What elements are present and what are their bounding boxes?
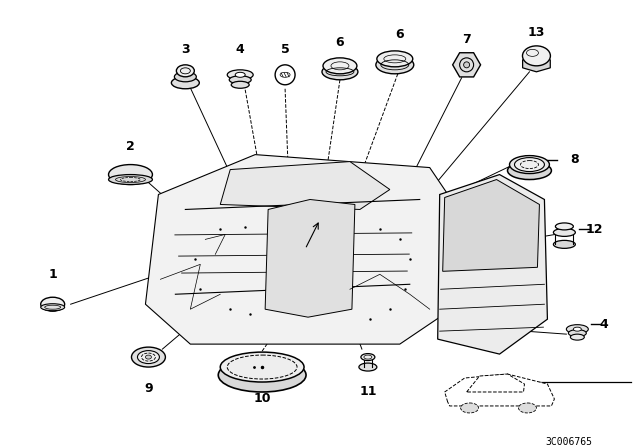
Ellipse shape — [41, 297, 65, 311]
Ellipse shape — [172, 77, 199, 89]
Text: 7: 7 — [462, 34, 471, 47]
Text: 4: 4 — [236, 43, 244, 56]
Ellipse shape — [236, 72, 245, 78]
Ellipse shape — [323, 58, 357, 74]
Polygon shape — [452, 53, 481, 77]
Text: 4: 4 — [600, 318, 609, 331]
Ellipse shape — [515, 158, 545, 172]
Polygon shape — [220, 162, 390, 210]
Polygon shape — [467, 374, 524, 392]
Ellipse shape — [508, 162, 552, 180]
Text: 12: 12 — [586, 223, 603, 236]
Circle shape — [463, 62, 470, 68]
Ellipse shape — [566, 325, 588, 334]
Ellipse shape — [109, 164, 152, 185]
Ellipse shape — [568, 330, 586, 336]
Polygon shape — [443, 180, 540, 271]
Ellipse shape — [522, 46, 550, 66]
Ellipse shape — [177, 65, 195, 77]
Ellipse shape — [376, 56, 413, 74]
Ellipse shape — [554, 241, 575, 248]
Polygon shape — [265, 199, 355, 317]
Ellipse shape — [220, 352, 304, 382]
Ellipse shape — [231, 81, 249, 88]
Text: 9: 9 — [144, 383, 153, 396]
Circle shape — [275, 65, 295, 85]
Ellipse shape — [227, 70, 253, 80]
Ellipse shape — [145, 355, 152, 359]
Polygon shape — [445, 374, 554, 406]
Ellipse shape — [509, 155, 549, 173]
Text: 6: 6 — [335, 36, 344, 49]
Text: 3: 3 — [181, 43, 189, 56]
Text: 1: 1 — [48, 268, 57, 281]
Polygon shape — [145, 155, 454, 344]
Ellipse shape — [138, 351, 159, 364]
Ellipse shape — [109, 175, 152, 185]
Polygon shape — [523, 56, 550, 72]
Ellipse shape — [377, 51, 413, 67]
Text: 10: 10 — [253, 392, 271, 405]
Text: 8: 8 — [570, 153, 579, 166]
Text: 5: 5 — [281, 43, 289, 56]
Ellipse shape — [518, 403, 536, 413]
Ellipse shape — [556, 223, 573, 230]
Text: 2: 2 — [126, 140, 135, 153]
Text: 11: 11 — [359, 385, 376, 398]
Polygon shape — [438, 175, 547, 354]
Text: 6: 6 — [396, 28, 404, 41]
Ellipse shape — [554, 228, 575, 237]
Ellipse shape — [218, 358, 306, 392]
Ellipse shape — [229, 76, 251, 84]
Ellipse shape — [570, 334, 584, 340]
Ellipse shape — [461, 403, 479, 413]
Ellipse shape — [573, 327, 581, 331]
Ellipse shape — [359, 363, 377, 371]
Text: 3C006765: 3C006765 — [546, 437, 593, 447]
Ellipse shape — [322, 64, 358, 80]
Ellipse shape — [41, 304, 65, 311]
Ellipse shape — [174, 72, 196, 82]
Ellipse shape — [131, 347, 165, 367]
Text: 13: 13 — [528, 26, 545, 39]
Ellipse shape — [361, 353, 375, 361]
